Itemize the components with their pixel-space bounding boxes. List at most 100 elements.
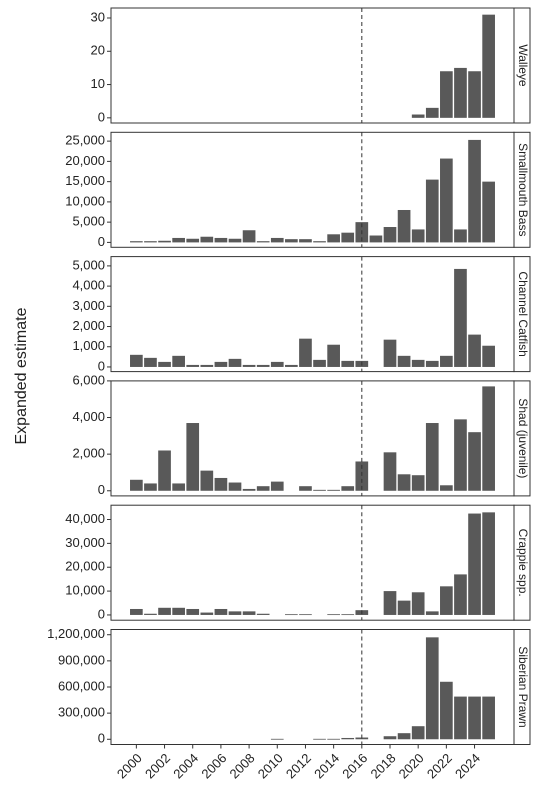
bar (425, 423, 439, 491)
bar (214, 237, 228, 243)
y-tick-label: 3,000 (72, 298, 105, 313)
y-tick-label: 30 (91, 9, 105, 24)
x-tick-label: 2002 (142, 750, 173, 781)
bar (256, 613, 270, 615)
bar (454, 229, 467, 243)
bar (397, 600, 411, 615)
bar (186, 423, 200, 491)
y-tick-label: 4,000 (72, 278, 105, 293)
bar (440, 158, 453, 243)
panel (111, 505, 514, 621)
bar (228, 238, 242, 243)
bar (383, 736, 397, 740)
bar (440, 355, 453, 367)
bar (313, 359, 326, 367)
bar (468, 334, 481, 367)
bar (256, 486, 270, 491)
bar (299, 239, 312, 243)
y-tick-label: 0 (98, 358, 105, 373)
bar (341, 360, 355, 367)
bar (158, 240, 171, 243)
bar (144, 483, 157, 491)
bar (454, 696, 467, 740)
bar (299, 486, 312, 491)
bar (327, 234, 340, 243)
y-tick-label: 900,000 (58, 652, 105, 667)
strip-label: Shad (juvenile) (516, 398, 530, 478)
bar (186, 608, 200, 615)
bar (341, 486, 355, 491)
y-tick-label: 30,000 (65, 535, 105, 550)
y-tick-label: 2,000 (72, 318, 105, 333)
bar (440, 71, 453, 118)
bar (341, 737, 355, 740)
bar (130, 354, 143, 367)
bar (482, 386, 495, 491)
bar (186, 364, 200, 367)
strip-label: Walleye (516, 44, 530, 87)
bar (158, 450, 171, 491)
bar (242, 611, 256, 615)
bar (299, 338, 312, 367)
bar (256, 241, 270, 243)
x-tick-label: 2018 (367, 750, 398, 781)
bar (327, 489, 340, 491)
y-tick-label: 10 (91, 76, 105, 91)
y-tick-label: 10,000 (65, 583, 105, 598)
x-tick-label: 2004 (170, 750, 201, 781)
bar (411, 475, 425, 491)
strip (513, 256, 531, 373)
y-tick-label: 0 (98, 109, 105, 124)
panel (111, 380, 514, 496)
panel (111, 629, 514, 745)
y-tick-label: 1,200,000 (47, 626, 105, 641)
strip (513, 629, 531, 745)
bar (285, 239, 298, 243)
bar (383, 452, 397, 491)
bar (270, 237, 284, 243)
bar (440, 681, 453, 740)
bar (411, 359, 425, 367)
bar (200, 364, 214, 367)
bar (383, 227, 397, 243)
bar (440, 485, 453, 491)
bar (158, 361, 171, 367)
bar (397, 474, 411, 491)
bar (454, 67, 467, 118)
bar (341, 614, 355, 616)
bar (130, 608, 143, 615)
bar (468, 513, 481, 615)
x-tick-label: 2022 (424, 750, 455, 781)
y-tick-label: 6,000 (72, 372, 105, 387)
bar (411, 726, 425, 740)
bar (369, 235, 383, 243)
x-tick-label: 2020 (396, 750, 427, 781)
bar (172, 355, 185, 367)
strip (513, 131, 531, 248)
y-tick-label: 20,000 (65, 153, 105, 168)
y-tick-label: 300,000 (58, 705, 105, 720)
bar (270, 361, 284, 367)
bar (242, 488, 256, 491)
bar (313, 738, 326, 740)
bar (440, 586, 453, 615)
x-tick-label: 2024 (452, 750, 483, 781)
y-tick-label: 20,000 (65, 559, 105, 574)
y-axis-title: Expanded estimate (13, 307, 30, 444)
bar (158, 607, 171, 615)
bar (468, 71, 481, 118)
bar (425, 179, 439, 243)
bar (200, 470, 214, 491)
bar (130, 479, 143, 491)
bar (468, 139, 481, 243)
x-tick-label: 2010 (255, 750, 286, 781)
bar (397, 355, 411, 367)
y-tick-label: 40,000 (65, 511, 105, 526)
bar (383, 591, 397, 615)
bar (425, 611, 439, 615)
y-tick-label: 0 (98, 731, 105, 746)
y-tick-label: 5,000 (72, 257, 105, 272)
bar (411, 592, 425, 615)
x-tick-label: 2014 (311, 750, 342, 781)
